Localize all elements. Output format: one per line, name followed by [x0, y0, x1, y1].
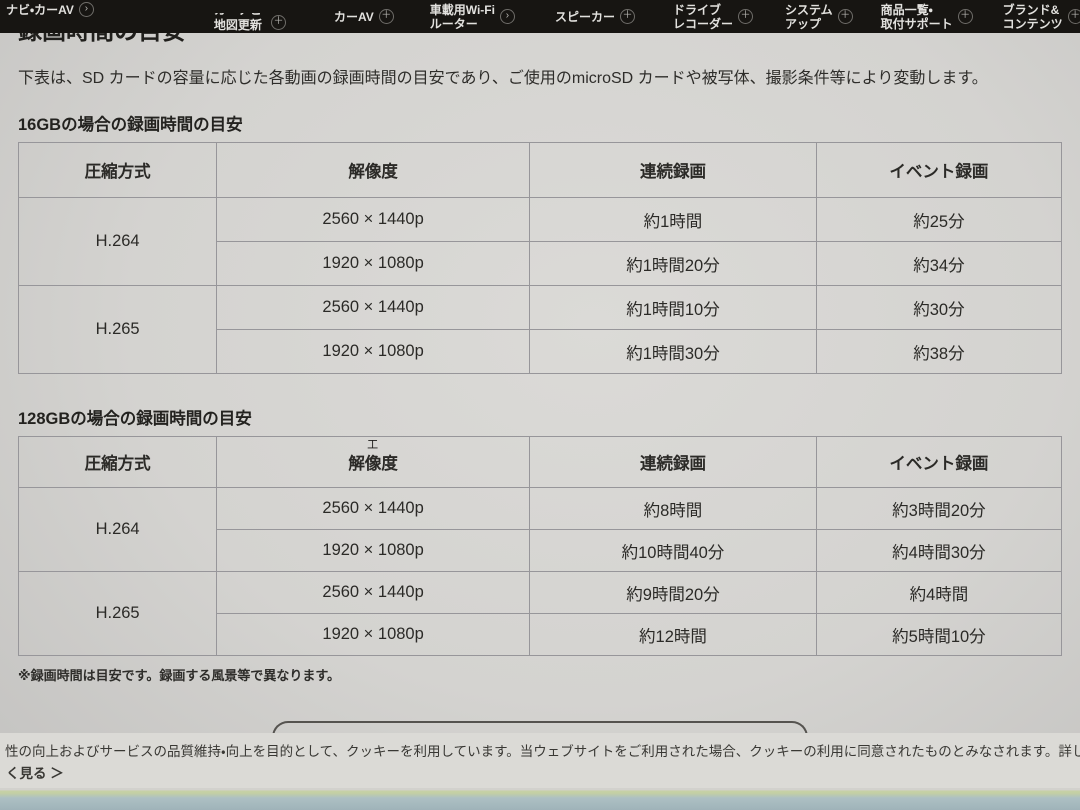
nav-label: ブランド& — [1002, 2, 1060, 17]
resolution-cell: 2560 × 1440p — [216, 285, 531, 330]
nav-label: 取付サポート — [880, 16, 953, 31]
event-cell: 約5時間10分 — [815, 613, 1063, 656]
nav-label: 商品一覧・ — [880, 2, 933, 17]
nav-item-navi-car-av[interactable]: ナビ・カーAV › — [6, 2, 94, 17]
nav-item-system-up[interactable]: システム アップ ＋ — [785, 3, 853, 31]
col-header-resolution: 工 解像度 — [216, 436, 531, 488]
codec-cell: H.264 — [17, 487, 218, 572]
event-cell: 約4時間30分 — [815, 529, 1063, 572]
table-row: 1920 × 1080p 約1時間30分 約38分 — [19, 329, 1063, 374]
col-header-event: イベント録画 — [815, 436, 1063, 488]
col-header-resolution-label: 解像度 — [348, 455, 398, 473]
event-cell: 約34分 — [815, 241, 1063, 286]
chevron-circle-icon: › — [499, 9, 515, 24]
nav-item-brand-contents[interactable]: ブランド& コンテンツ ＋ — [1003, 3, 1080, 31]
plus-circle-icon: ＋ — [619, 9, 635, 24]
resolution-cell: 2560 × 1440p — [216, 197, 531, 242]
event-cell: 約3時間20分 — [815, 487, 1063, 530]
table-row: 1920 × 1080p 約10時間40分 約4時間30分 — [19, 529, 1063, 572]
nav-label: システム — [785, 2, 833, 17]
section-title-128gb: 128GBの場合の録画時間の目安 — [18, 410, 252, 428]
continuous-cell: 約9時間20分 — [529, 571, 817, 614]
cookie-details-link[interactable]: く見る ＞ — [6, 766, 64, 781]
codec-cell: H.265 — [17, 285, 218, 374]
cookie-notice-bar: 性の向上およびサービスの品質維持・向上を目的として、クッキーを利用しています。当… — [0, 733, 1080, 788]
codec-cell: H.264 — [17, 197, 218, 286]
section-16gb: 16GBの場合の録画時間の目安 圧縮方式 解像度 連続録画 イベント録画 H.2… — [17, 111, 1063, 374]
nav-item-product-list-support[interactable]: 商品一覧・ 取付サポート ＋ — [881, 3, 973, 31]
nav-item-wifi-router[interactable]: 車載用Wi-Fi ルーター › — [430, 3, 515, 31]
col-header-continuous: 連続録画 — [529, 436, 817, 488]
nav-label: ルーター — [429, 16, 478, 31]
plus-circle-icon: ＋ — [957, 9, 973, 24]
nav-label: アップ — [785, 16, 822, 31]
nav-label: ドライブ — [672, 2, 721, 17]
table-row: H.265 2560 × 1440p 約1時間10分 約30分 — [17, 285, 1063, 374]
page-content: 録画時間の目安 下表は、SD カードの容量に応じた各動画の録画時間の目安であり、… — [17, 18, 1063, 683]
resolution-cell: 1920 × 1080p — [216, 529, 531, 572]
plus-circle-icon: ＋ — [270, 15, 286, 30]
resolution-cell: 2560 × 1440p — [216, 571, 531, 614]
nav-item-drive-recorder[interactable]: ドライブ レコーダー ＋ — [673, 3, 753, 31]
event-cell: 約30分 — [815, 285, 1063, 330]
col-header-codec: 圧縮方式 — [17, 142, 218, 198]
nav-label: コンテンツ — [1002, 16, 1063, 31]
col-header-continuous: 連続録画 — [529, 142, 817, 198]
nav-menu: ナビ・カーAV › カーナビ・ 地図更新 ＋ カーAV ＋ 車載用Wi-Fi ル… — [0, 0, 1080, 33]
table-row: 1920 × 1080p 約1時間20分 約34分 — [19, 241, 1063, 286]
col-header-resolution: 解像度 — [216, 142, 531, 198]
section-128gb: 128GBの場合の録画時間の目安 圧縮方式 工 解像度 連続録画 イベント録画 … — [17, 405, 1063, 656]
screen-bottom-edge — [0, 788, 1080, 810]
section-title-16gb: 16GBの場合の録画時間の目安 — [18, 116, 243, 134]
event-cell: 約25分 — [815, 197, 1063, 242]
nav-label: スピーカー — [554, 9, 615, 24]
nav-item-speaker[interactable]: スピーカー ＋ — [555, 9, 635, 24]
plus-circle-icon: ＋ — [378, 9, 394, 24]
plus-circle-icon: ＋ — [1067, 9, 1080, 24]
table-header-row: 圧縮方式 解像度 連続録画 イベント録画 — [17, 142, 1063, 198]
text-cursor-icon: 工 — [367, 439, 379, 451]
continuous-cell: 約1時間20分 — [529, 241, 817, 286]
footnote-text: ※録画時間は目安です。録画する風景等で異なります。 — [18, 668, 341, 683]
chevron-circle-icon: › — [78, 2, 94, 17]
continuous-cell: 約12時間 — [529, 613, 817, 656]
event-cell: 約38分 — [815, 329, 1063, 374]
nav-item-car-av[interactable]: カーAV ＋ — [334, 9, 394, 24]
resolution-cell: 1920 × 1080p — [216, 241, 531, 286]
nav-label: ナビ・カーAV — [6, 2, 74, 17]
col-header-event: イベント録画 — [815, 142, 1063, 198]
table-row: H.264 2560 × 1440p 約1時間 約25分 — [17, 197, 1063, 286]
recording-time-table-16gb: 圧縮方式 解像度 連続録画 イベント録画 H.264 2560 × 1440p … — [17, 142, 1063, 374]
continuous-cell: 約1時間 — [529, 197, 817, 242]
nav-label: 地図更新 — [213, 18, 262, 32]
nav-label: レコーダー — [672, 16, 733, 31]
nav-item-map-update[interactable]: カーナビ・ 地図更新 ＋ — [214, 13, 286, 33]
continuous-cell: 約8時間 — [529, 487, 817, 530]
continuous-cell: 約10時間40分 — [529, 529, 817, 572]
recording-time-table-128gb: 圧縮方式 工 解像度 連続録画 イベント録画 H.264 2560 × 1440… — [17, 436, 1063, 656]
resolution-cell: 2560 × 1440p — [216, 487, 531, 530]
table-row: H.264 2560 × 1440p 約8時間 約3時間20分 — [17, 487, 1063, 572]
table-row: 1920 × 1080p 約12時間 約5時間10分 — [19, 613, 1063, 656]
continuous-cell: 約1時間30分 — [529, 329, 817, 374]
nav-label: カーAV — [333, 9, 374, 24]
continuous-cell: 約1時間10分 — [529, 285, 817, 330]
clipped-nav-line: カーナビ・ — [214, 13, 266, 18]
codec-cell: H.265 — [17, 571, 218, 656]
top-navbar: ナビ・カーAV › カーナビ・ 地図更新 ＋ カーAV ＋ 車載用Wi-Fi ル… — [0, 0, 1080, 33]
intro-text: 下表は、SD カードの容量に応じた各動画の録画時間の目安であり、ご使用のmicr… — [18, 70, 988, 87]
col-header-codec: 圧縮方式 — [17, 436, 218, 488]
plus-circle-icon: ＋ — [738, 9, 753, 24]
nav-label: 車載用Wi-Fi — [429, 2, 495, 17]
table-row: H.265 2560 × 1440p 約9時間20分 約4時間 — [17, 571, 1063, 656]
cookie-message: 性の向上およびサービスの品質維持・向上を目的として、クッキーを利用しています。当… — [5, 744, 1080, 759]
resolution-cell: 1920 × 1080p — [216, 329, 531, 374]
table-header-row: 圧縮方式 工 解像度 連続録画 イベント録画 — [17, 436, 1063, 488]
resolution-cell: 1920 × 1080p — [216, 613, 531, 656]
event-cell: 約4時間 — [815, 571, 1063, 614]
plus-circle-icon: ＋ — [837, 9, 853, 24]
